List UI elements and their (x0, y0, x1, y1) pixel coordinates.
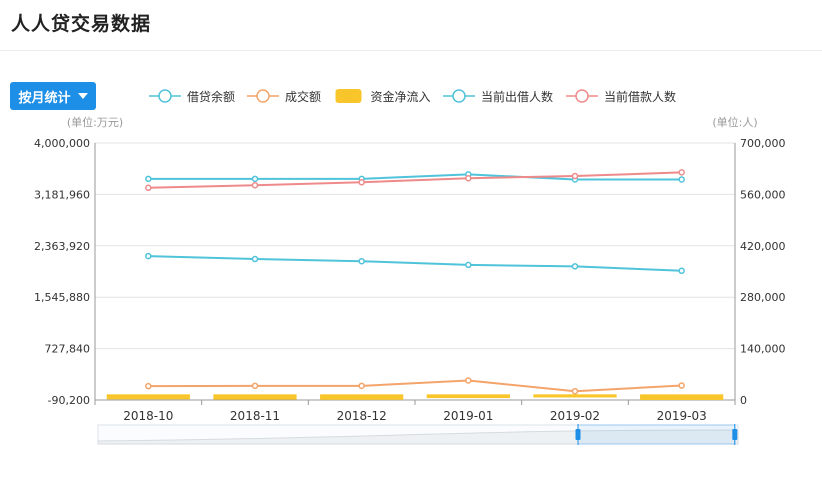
legend-item-label[interactable]: 资金净流入 (371, 89, 431, 104)
bar-net-inflow (213, 394, 297, 400)
x-axis-tick-label: 2019-03 (657, 409, 707, 423)
series-point-1 (251, 382, 259, 390)
bar-net-inflow (640, 394, 724, 400)
data-zoom-window[interactable] (577, 424, 736, 445)
series-point-2 (678, 267, 685, 275)
series-point-2 (571, 263, 579, 270)
legend-item-label[interactable]: 成交额 (285, 89, 321, 104)
series-point-0 (251, 175, 259, 183)
left-axis-tick-label: 2,363,920 (34, 240, 90, 253)
left-axis-tick-label: 727,840 (45, 343, 91, 356)
series-point-0 (678, 176, 685, 183)
legend-swatch-marker[interactable] (575, 89, 589, 103)
left-axis-tick-label: -90,200 (48, 394, 90, 407)
right-axis-unit-label: (单位:人) (712, 115, 757, 129)
period-dropdown-label: 按月统计 (18, 90, 71, 106)
left-axis-tick-label: 1,545,880 (34, 291, 90, 304)
bar-net-inflow (106, 394, 190, 400)
x-axis-tick-label: 2018-11 (230, 409, 280, 423)
series-point-2 (465, 261, 472, 269)
x-axis-tick-label: 2018-12 (337, 409, 387, 423)
legend-swatch-bar[interactable] (335, 89, 362, 103)
x-axis-tick-label: 2019-02 (550, 409, 600, 423)
series-point-1 (145, 382, 152, 390)
series-line-1 (148, 379, 682, 393)
page-title: 人人贷交易数据 (11, 13, 152, 35)
legend-swatch-marker[interactable] (256, 89, 270, 103)
period-dropdown-button[interactable]: 按月统计 (10, 82, 96, 110)
series-point-3 (465, 174, 472, 182)
series-line-3 (148, 171, 682, 189)
legend-item-label[interactable]: 当前借款人数 (604, 89, 676, 104)
legend-item-label[interactable]: 借贷余额 (187, 89, 235, 104)
series-point-2 (358, 257, 365, 265)
series-point-2 (145, 252, 152, 260)
series-point-3 (358, 179, 365, 186)
series-point-3 (145, 184, 152, 192)
bar-net-inflow (426, 394, 510, 399)
bar-net-inflow (320, 394, 404, 400)
left-axis-tick-label: 4,000,000 (34, 137, 90, 150)
caret-down-icon (77, 93, 88, 99)
x-axis-tick-label: 2018-10 (123, 409, 173, 423)
right-axis-tick-label: 280,000 (740, 291, 786, 304)
legend-swatch-marker[interactable] (452, 89, 466, 103)
series-point-1 (465, 377, 472, 384)
right-axis-tick-label: 0 (740, 394, 747, 407)
series-line-2 (148, 255, 682, 272)
title-divider (0, 50, 822, 51)
series-point-0 (145, 175, 152, 183)
series-point-3 (571, 172, 579, 180)
x-axis-tick-label: 2019-01 (443, 409, 493, 423)
bar-net-inflow (533, 394, 617, 398)
series-point-1 (678, 382, 685, 389)
right-axis-tick-label: 140,000 (740, 343, 786, 356)
series-line-0 (148, 173, 682, 181)
left-axis-unit-label: (单位:万元) (67, 115, 123, 129)
legend-swatch-marker[interactable] (158, 89, 172, 103)
series-point-3 (678, 169, 685, 176)
left-axis-tick-label: 3,181,960 (34, 188, 90, 201)
legend-item-label[interactable]: 当前出借人数 (481, 89, 553, 104)
right-axis-tick-label: 420,000 (740, 240, 786, 253)
series-point-1 (571, 387, 579, 395)
right-axis-tick-label: 560,000 (740, 188, 786, 201)
series-point-1 (358, 382, 365, 390)
series-point-3 (251, 181, 259, 189)
series-point-2 (251, 255, 259, 263)
right-axis-tick-label: 700,000 (740, 137, 786, 150)
